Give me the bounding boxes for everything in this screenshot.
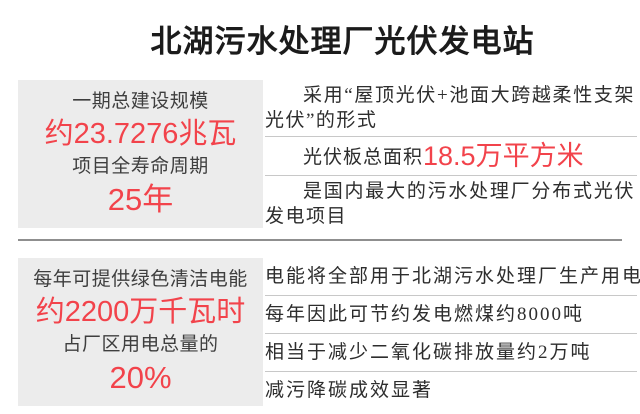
fact-highlight-panel-area: 18.5万平方米 — [423, 141, 584, 171]
stat-value-lifecycle-years: 25年 — [107, 181, 174, 217]
fact-item-largest-project: 是国内最大的污水处理厂分布式光伏发电项目 — [265, 181, 635, 227]
stat-value-share-percent: 20% — [109, 359, 172, 395]
fact-label-panel-area: 光伏板总面积 — [303, 147, 424, 168]
stat-value-annual-output: 约2200万千瓦时 — [35, 295, 246, 328]
fact-item-panel-area: 光伏板总面积18.5万平方米 — [265, 137, 637, 176]
stat-label-lifecycle: 项目全寿命周期 — [72, 155, 209, 177]
stat-box-energy: 每年可提供绿色清洁电能 约2200万千瓦时 占厂区用电总量的 20% — [18, 258, 263, 406]
fact-item-power-usage: 电能将全部用于北湖污水处理厂生产用电 — [265, 258, 640, 296]
stat-label-clean-energy: 每年可提供绿色清洁电能 — [33, 269, 248, 291]
fact-item-co2-reduction: 相当于减少二氧化碳排放量约2万吨 — [265, 334, 637, 372]
fact-list-construction: 采用“屋顶光伏+池面大跨越柔性支架光伏”的形式 光伏板总面积18.5万平方米 是… — [265, 80, 637, 232]
stat-label-construction-scale: 一期总建设规模 — [72, 91, 209, 113]
page-title: 北湖污水处理厂光伏发电站 — [150, 24, 535, 59]
fact-item-coal-saving: 每年因此可节约发电燃煤约8000吨 — [265, 296, 637, 334]
section-divider — [18, 239, 622, 241]
stat-label-plant-share: 占厂区用电总量的 — [62, 333, 219, 355]
fact-item-pv-form: 采用“屋顶光伏+池面大跨越柔性支架光伏”的形式 — [265, 80, 637, 137]
stat-value-capacity: 约23.7276兆瓦 — [44, 117, 237, 150]
stat-box-construction: 一期总建设规模 约23.7276兆瓦 项目全寿命周期 25年 — [18, 80, 263, 228]
fact-list-energy: 电能将全部用于北湖污水处理厂生产用电 每年因此可节约发电燃煤约8000吨 相当于… — [265, 258, 640, 409]
fact-item-emission-effect: 减污降碳成效显著 — [265, 380, 434, 401]
